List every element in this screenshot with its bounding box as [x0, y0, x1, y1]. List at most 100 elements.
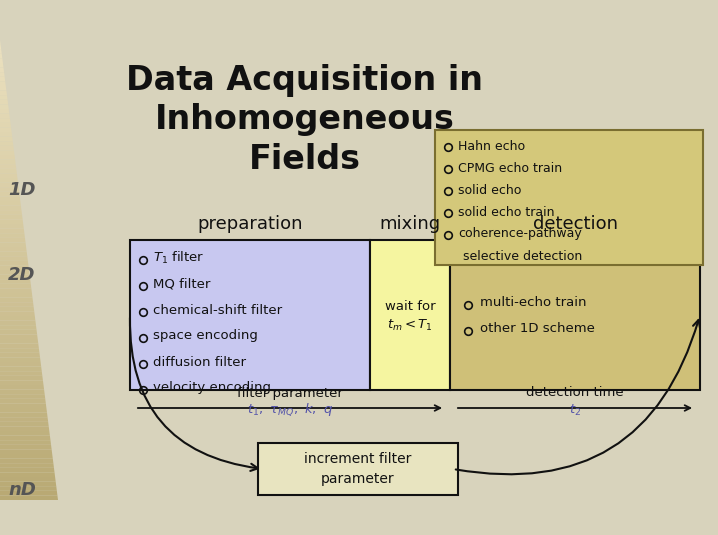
Polygon shape [0, 187, 19, 192]
Text: other 1D scheme: other 1D scheme [480, 323, 595, 335]
Polygon shape [0, 394, 45, 399]
Polygon shape [0, 256, 28, 261]
Polygon shape [0, 334, 38, 339]
Polygon shape [0, 210, 22, 215]
Polygon shape [0, 389, 45, 394]
Text: $t_2$: $t_2$ [569, 402, 581, 417]
Polygon shape [0, 279, 31, 284]
Text: CPMG echo train: CPMG echo train [458, 162, 562, 174]
Polygon shape [0, 173, 17, 178]
Polygon shape [0, 81, 6, 86]
Polygon shape [0, 408, 47, 412]
Polygon shape [0, 366, 42, 371]
Polygon shape [0, 104, 9, 109]
Polygon shape [0, 486, 57, 491]
Text: multi-echo train: multi-echo train [480, 296, 587, 310]
Polygon shape [0, 233, 25, 238]
Polygon shape [0, 205, 22, 210]
Polygon shape [0, 472, 55, 477]
Polygon shape [0, 159, 16, 164]
FancyBboxPatch shape [435, 130, 703, 265]
Polygon shape [0, 192, 19, 196]
Polygon shape [0, 482, 56, 486]
Polygon shape [0, 325, 37, 330]
Text: MQ filter: MQ filter [153, 278, 210, 291]
Polygon shape [0, 293, 32, 297]
Text: selective detection: selective detection [463, 249, 582, 263]
Polygon shape [0, 316, 35, 320]
Polygon shape [0, 265, 29, 270]
Polygon shape [0, 449, 52, 454]
Text: wait for: wait for [385, 301, 435, 314]
Text: Hahn echo: Hahn echo [458, 140, 525, 152]
Polygon shape [0, 403, 47, 408]
Polygon shape [0, 77, 5, 81]
Polygon shape [0, 113, 10, 118]
Polygon shape [0, 270, 29, 274]
Polygon shape [0, 63, 4, 67]
Polygon shape [0, 178, 18, 182]
Polygon shape [0, 357, 41, 362]
Polygon shape [0, 454, 53, 458]
Text: detection: detection [533, 215, 617, 233]
Polygon shape [0, 330, 37, 334]
Polygon shape [0, 353, 40, 357]
FancyBboxPatch shape [450, 240, 700, 390]
Polygon shape [0, 380, 44, 385]
Polygon shape [0, 302, 34, 307]
Text: $T_1$ filter: $T_1$ filter [153, 250, 205, 266]
Polygon shape [0, 118, 11, 123]
Polygon shape [0, 343, 39, 348]
Polygon shape [0, 284, 32, 288]
Polygon shape [0, 196, 20, 201]
Polygon shape [0, 495, 58, 500]
Polygon shape [0, 58, 3, 63]
Polygon shape [0, 164, 17, 169]
Polygon shape [0, 136, 13, 141]
Polygon shape [0, 238, 26, 242]
Polygon shape [0, 426, 50, 431]
Polygon shape [0, 288, 32, 293]
Polygon shape [0, 132, 12, 136]
Text: solid echo train: solid echo train [458, 205, 554, 218]
Polygon shape [0, 435, 50, 440]
Polygon shape [0, 90, 7, 95]
Polygon shape [0, 417, 48, 422]
Text: space encoding: space encoding [153, 330, 258, 342]
Polygon shape [0, 348, 39, 353]
Text: solid echo: solid echo [458, 184, 521, 196]
Polygon shape [0, 54, 2, 58]
Polygon shape [0, 339, 38, 343]
Polygon shape [0, 385, 44, 389]
Polygon shape [0, 477, 56, 482]
Polygon shape [0, 155, 15, 159]
Text: nD: nD [8, 481, 36, 499]
Text: $t_1,\ \tau_{MQ},\ k,\ q$: $t_1,\ \tau_{MQ},\ k,\ q$ [247, 402, 333, 418]
Text: Data Acquisition in
Inhomogeneous
Fields: Data Acquisition in Inhomogeneous Fields [126, 64, 483, 176]
Text: filter parameter: filter parameter [237, 386, 343, 400]
Polygon shape [0, 44, 1, 49]
Polygon shape [0, 458, 53, 463]
Polygon shape [0, 109, 9, 113]
Text: 1D: 1D [8, 181, 36, 199]
Text: coherence-pathway: coherence-pathway [458, 227, 582, 241]
Text: preparation: preparation [197, 215, 303, 233]
Polygon shape [0, 491, 57, 495]
Polygon shape [0, 297, 33, 302]
FancyArrowPatch shape [456, 320, 700, 475]
Polygon shape [0, 150, 14, 155]
Polygon shape [0, 141, 14, 146]
Text: 2D: 2D [8, 266, 36, 284]
Text: velocity encoding: velocity encoding [153, 381, 271, 394]
Polygon shape [0, 251, 27, 256]
Polygon shape [0, 376, 43, 380]
Polygon shape [0, 86, 6, 90]
Polygon shape [0, 72, 4, 77]
Polygon shape [0, 431, 50, 435]
FancyBboxPatch shape [130, 240, 370, 390]
Polygon shape [0, 371, 42, 376]
Text: chemical-shift filter: chemical-shift filter [153, 303, 282, 317]
Text: detection time: detection time [526, 386, 624, 400]
Polygon shape [0, 320, 36, 325]
Polygon shape [0, 123, 11, 127]
